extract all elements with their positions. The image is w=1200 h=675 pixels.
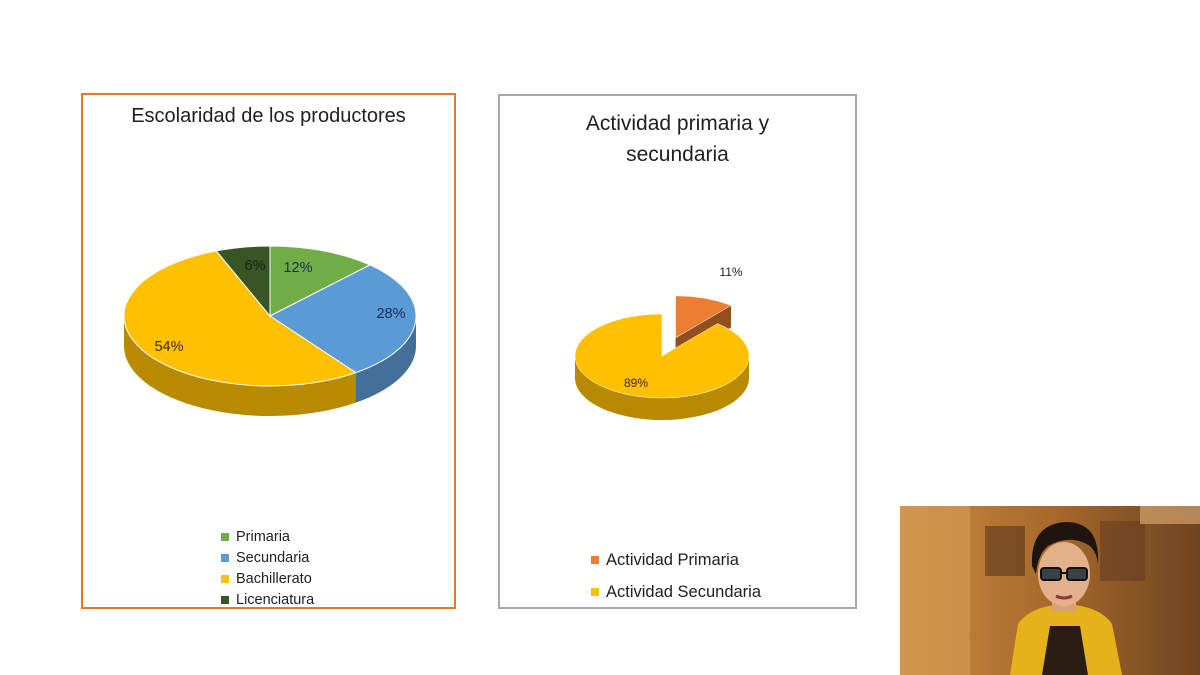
legend-label: Actividad Primaria bbox=[606, 550, 739, 569]
legend-escolaridad: Primaria Secundaria Bachillerato Licenci… bbox=[221, 526, 314, 610]
presenter-video-icon bbox=[900, 506, 1200, 675]
legend-item-bachillerato: Bachillerato bbox=[221, 568, 314, 589]
legend-swatch-secundaria bbox=[221, 553, 229, 562]
data-label-secundaria: 28% bbox=[376, 306, 405, 322]
chart-actividad: Actividad primaria y secundaria 11% 89% A… bbox=[498, 94, 857, 609]
legend-label: Licenciatura bbox=[236, 591, 315, 608]
data-label-actividad-secundaria: 89% bbox=[624, 376, 648, 390]
legend-actividad: Actividad Primaria Actividad Secundaria bbox=[591, 544, 761, 608]
presenter-video-frame bbox=[900, 506, 1200, 675]
data-label-bachillerato: 54% bbox=[154, 339, 183, 355]
pie-side-secundaria bbox=[355, 316, 416, 403]
data-label-actividad-primaria: 11% bbox=[719, 265, 742, 279]
legend-item-secundaria: Secundaria bbox=[221, 547, 314, 568]
chart-title: Actividad primaria y secundaria bbox=[585, 112, 770, 166]
legend-label: Secundaria bbox=[236, 549, 310, 566]
chart-escolaridad: Escolaridad de los productores 12% 28% 54%… bbox=[81, 93, 456, 609]
pie-slice-actividad-secundaria bbox=[574, 313, 750, 399]
data-label-primaria: 12% bbox=[283, 260, 312, 276]
legend-label: Primaria bbox=[236, 528, 290, 545]
pie-slice-secundaria bbox=[269, 264, 417, 374]
pie-chart-actividad: 11% 89% bbox=[574, 265, 750, 420]
legend-item-primaria: Primaria bbox=[221, 526, 314, 547]
pie-slice-actividad-primaria bbox=[675, 295, 732, 339]
pie-slice-bachillerato bbox=[123, 250, 357, 387]
legend-item-actividad-secundaria: Actividad Secundaria bbox=[591, 576, 761, 608]
pie-side-actividad-secundaria bbox=[575, 356, 749, 420]
legend-swatch-actividad-secundaria bbox=[591, 588, 599, 596]
legend-swatch-licenciatura bbox=[221, 595, 229, 604]
legend-label: Actividad Secundaria bbox=[606, 582, 762, 601]
pie-slice-licenciatura bbox=[215, 245, 271, 318]
legend-item-licenciatura: Licenciatura bbox=[221, 589, 314, 610]
pie-chart-escolaridad: 12% 28% 54% 6% bbox=[123, 245, 417, 416]
legend-swatch-actividad-primaria bbox=[591, 556, 599, 564]
legend-label: Bachillerato bbox=[236, 570, 312, 587]
data-label-licenciatura: 6% bbox=[245, 258, 266, 274]
legend-item-actividad-primaria: Actividad Primaria bbox=[591, 544, 761, 576]
legend-swatch-bachillerato bbox=[221, 574, 229, 583]
legend-swatch-primaria bbox=[221, 532, 229, 541]
chart-title: Escolaridad de los productores bbox=[131, 105, 406, 127]
pie-slice-primaria bbox=[269, 245, 372, 317]
pie-side-bachillerato bbox=[124, 316, 356, 416]
